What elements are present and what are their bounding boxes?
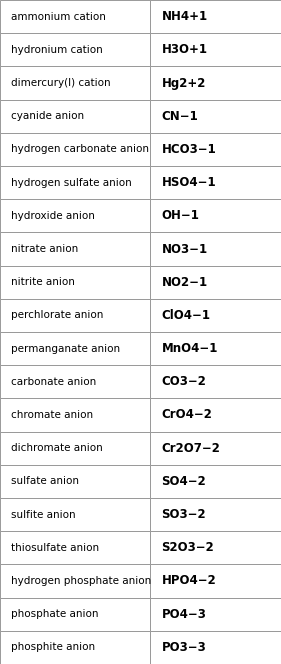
Text: ammonium cation: ammonium cation (11, 11, 106, 22)
Text: hydroxide anion: hydroxide anion (11, 210, 95, 221)
Bar (150, 531, 281, 564)
Bar (0, 166, 150, 199)
Text: sulfate anion: sulfate anion (11, 476, 79, 487)
Bar (0, 232, 150, 266)
Text: CO3−2: CO3−2 (162, 375, 207, 388)
Bar (150, 432, 281, 465)
Bar (0, 531, 150, 564)
Bar (150, 66, 281, 100)
Text: NH4+1: NH4+1 (162, 10, 208, 23)
Bar (0, 100, 150, 133)
Text: CN−1: CN−1 (162, 110, 198, 123)
Text: ClO4−1: ClO4−1 (162, 309, 210, 322)
Bar (150, 631, 281, 664)
Text: perchlorate anion: perchlorate anion (11, 310, 104, 321)
Text: SO3−2: SO3−2 (162, 508, 206, 521)
Bar (150, 0, 281, 33)
Bar (150, 299, 281, 332)
Bar (0, 564, 150, 598)
Text: cyanide anion: cyanide anion (11, 111, 84, 122)
Bar (0, 299, 150, 332)
Bar (0, 465, 150, 498)
Bar (0, 598, 150, 631)
Text: hydrogen phosphate anion: hydrogen phosphate anion (11, 576, 151, 586)
Text: dichromate anion: dichromate anion (11, 443, 103, 454)
Text: HCO3−1: HCO3−1 (162, 143, 216, 156)
Bar (150, 199, 281, 232)
Bar (150, 332, 281, 365)
Text: nitrite anion: nitrite anion (11, 277, 75, 288)
Bar (0, 432, 150, 465)
Text: NO3−1: NO3−1 (162, 242, 208, 256)
Text: H3O+1: H3O+1 (162, 43, 208, 56)
Bar (150, 266, 281, 299)
Text: phosphate anion: phosphate anion (11, 609, 99, 620)
Bar (150, 365, 281, 398)
Bar (150, 498, 281, 531)
Text: NO2−1: NO2−1 (162, 276, 208, 289)
Bar (0, 365, 150, 398)
Bar (150, 100, 281, 133)
Bar (150, 564, 281, 598)
Bar (0, 33, 150, 66)
Text: PO4−3: PO4−3 (162, 608, 207, 621)
Text: permanganate anion: permanganate anion (11, 343, 120, 354)
Bar (0, 66, 150, 100)
Bar (0, 332, 150, 365)
Text: S2O3−2: S2O3−2 (162, 541, 214, 554)
Bar (0, 199, 150, 232)
Text: phosphite anion: phosphite anion (11, 642, 95, 653)
Text: hydronium cation: hydronium cation (11, 44, 103, 55)
Text: MnO4−1: MnO4−1 (162, 342, 218, 355)
Text: carbonate anion: carbonate anion (11, 376, 96, 387)
Bar (0, 0, 150, 33)
Bar (150, 33, 281, 66)
Text: HPO4−2: HPO4−2 (162, 574, 216, 588)
Text: HSO4−1: HSO4−1 (162, 176, 216, 189)
Bar (150, 232, 281, 266)
Text: Hg2+2: Hg2+2 (162, 76, 206, 90)
Text: Cr2O7−2: Cr2O7−2 (162, 442, 221, 455)
Text: sulfite anion: sulfite anion (11, 509, 76, 520)
Text: hydrogen sulfate anion: hydrogen sulfate anion (11, 177, 132, 188)
Bar (150, 166, 281, 199)
Bar (150, 465, 281, 498)
Bar (150, 598, 281, 631)
Text: hydrogen carbonate anion: hydrogen carbonate anion (11, 144, 149, 155)
Bar (150, 133, 281, 166)
Text: OH−1: OH−1 (162, 209, 200, 222)
Bar (0, 498, 150, 531)
Bar (0, 133, 150, 166)
Text: thiosulfate anion: thiosulfate anion (11, 542, 99, 553)
Text: nitrate anion: nitrate anion (11, 244, 78, 254)
Text: PO3−3: PO3−3 (162, 641, 206, 654)
Bar (0, 266, 150, 299)
Text: chromate anion: chromate anion (11, 410, 93, 420)
Text: SO4−2: SO4−2 (162, 475, 206, 488)
Text: dimercury(I) cation: dimercury(I) cation (11, 78, 111, 88)
Text: CrO4−2: CrO4−2 (162, 408, 212, 422)
Bar (0, 631, 150, 664)
Bar (0, 398, 150, 432)
Bar (150, 398, 281, 432)
